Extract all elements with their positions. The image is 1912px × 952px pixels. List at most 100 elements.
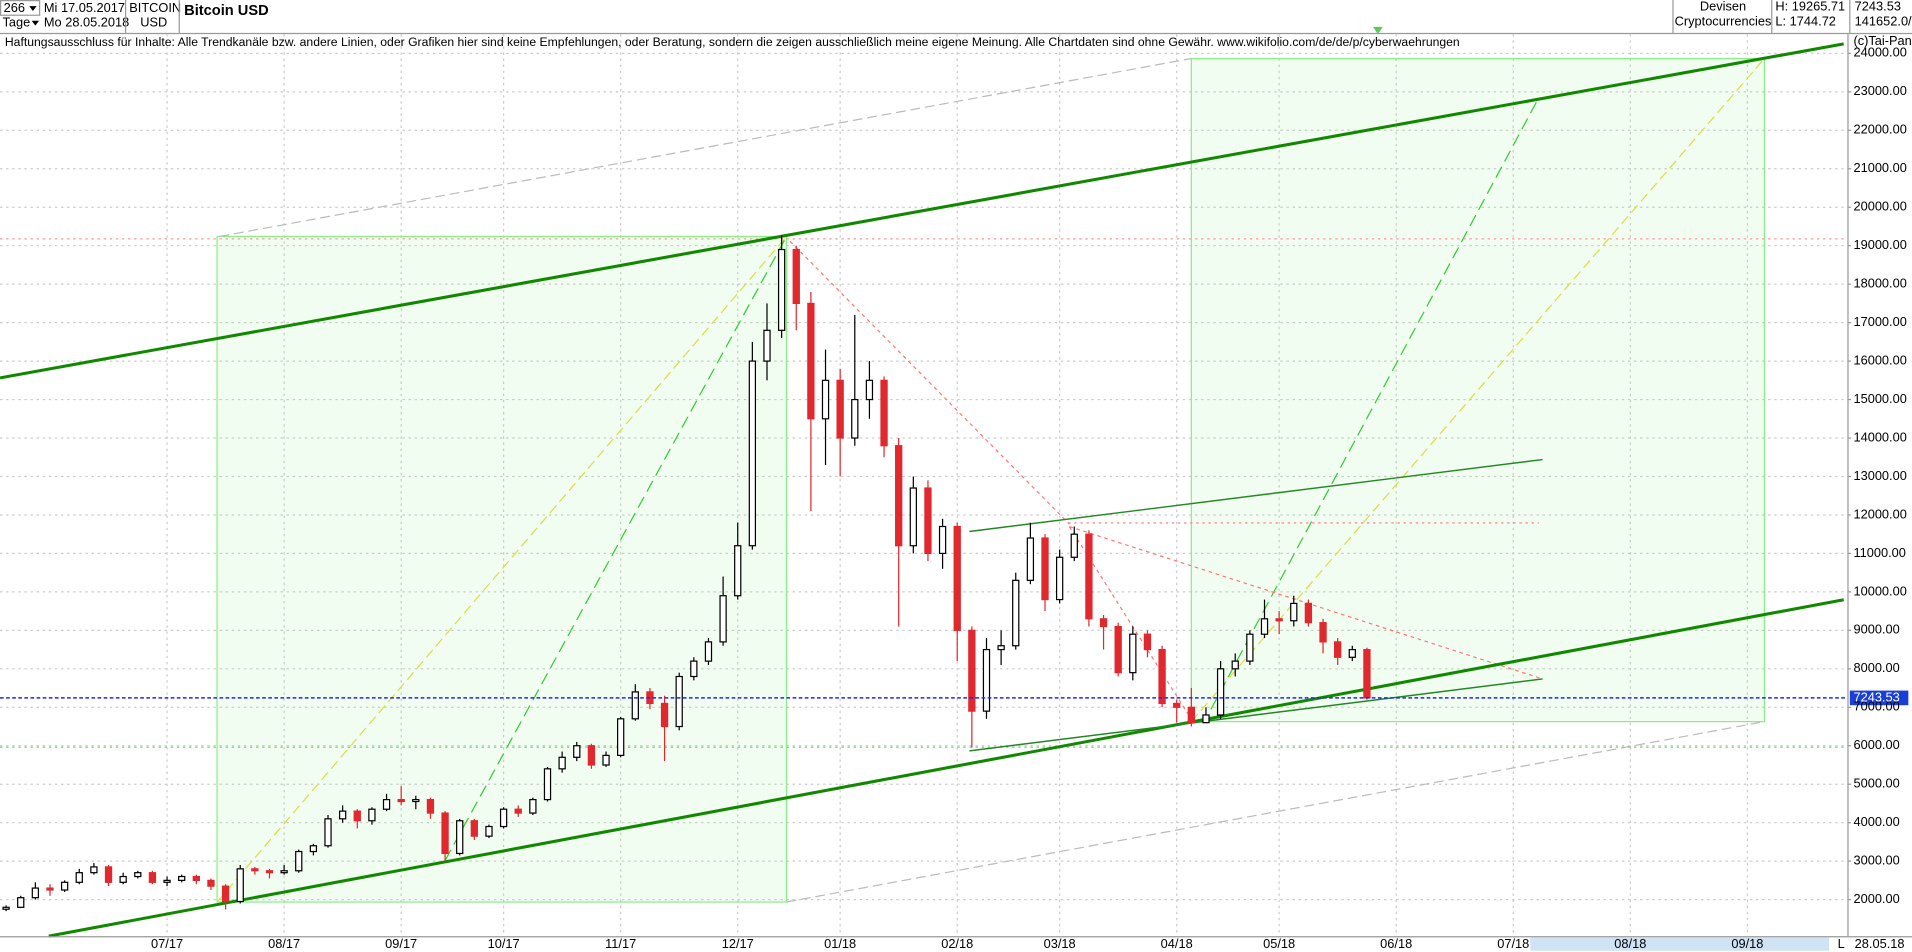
last-price-label: 7243.53: [1853, 689, 1899, 704]
y-tick-label: 20000.00: [1853, 199, 1906, 214]
volume: 141652.0/: [1855, 13, 1912, 28]
x-tick-label: 04/18: [1161, 936, 1193, 951]
dropdown-arrow: [31, 20, 40, 26]
candle-body: [968, 629, 976, 712]
y-tick-label: 10000.00: [1853, 583, 1906, 598]
candle-body: [807, 302, 815, 420]
disclaimer: Haftungsausschluss für Inhalte: Alle Tre…: [5, 35, 1460, 49]
candle-body: [1173, 702, 1181, 708]
candle-body: [792, 248, 800, 305]
candle-body: [412, 798, 420, 803]
low-label: L: 1744.72: [1775, 13, 1836, 28]
candle-body: [295, 850, 303, 872]
candle-body: [617, 718, 625, 756]
x-tick-label: 09/17: [385, 936, 417, 951]
y-tick-label: 18000.00: [1853, 276, 1906, 291]
zone: [216, 235, 788, 903]
candle-body: [1041, 537, 1049, 601]
candle-body: [1304, 602, 1313, 624]
trend-line: [0, 42, 1844, 380]
candle-body: [178, 875, 186, 881]
candle-body: [382, 798, 391, 810]
candle-body: [1026, 537, 1035, 581]
y-tick-label: 15000.00: [1853, 391, 1906, 406]
candle-body: [192, 875, 200, 881]
candle-body: [938, 525, 947, 555]
candle-body: [1012, 579, 1020, 647]
candle-body: [134, 872, 142, 878]
dashed-line: [219, 57, 1192, 238]
candle-body: [31, 887, 40, 899]
y-tick-label: 6000.00: [1853, 737, 1899, 752]
y-tick-label: 14000.00: [1853, 429, 1906, 444]
candle-body: [338, 810, 347, 820]
y-tick-label: 8000.00: [1853, 660, 1899, 675]
x-tick-label: 01/18: [824, 936, 856, 951]
candle-body: [1260, 618, 1269, 635]
y-tick-label: 12000.00: [1853, 506, 1906, 521]
axis-date: 28.05.18: [1855, 936, 1905, 951]
y-tick-label: 9000.00: [1853, 622, 1899, 637]
x-tick-label: 07/17: [151, 936, 183, 951]
y-tick-label: 19000.00: [1853, 237, 1906, 252]
trend-line: [48, 598, 1844, 938]
candle-body: [1114, 625, 1122, 674]
candle-body: [119, 875, 127, 883]
bars-box[interactable]: [0, 0, 41, 16]
candle-body: [353, 810, 361, 822]
dropdown-arrow: [29, 6, 37, 11]
x-tick-label: 08/18: [1614, 936, 1646, 951]
axis-mode[interactable]: L: [1838, 936, 1845, 951]
candle-body: [368, 808, 376, 822]
candle-body: [602, 754, 610, 766]
group: Devisen: [1700, 0, 1746, 14]
dashed-line: [1210, 97, 1540, 710]
candle-body: [1231, 660, 1239, 670]
candle-body: [1085, 533, 1093, 620]
candle-body: [90, 866, 98, 874]
candle-body: [543, 768, 552, 801]
candle-body: [1290, 602, 1298, 622]
candle-body: [148, 872, 157, 883]
candle-body: [207, 879, 215, 887]
candle-body: [909, 487, 917, 547]
candle-body: [675, 675, 683, 728]
candle-body: [1055, 556, 1064, 601]
candle-body: [777, 248, 786, 331]
currency: USD: [140, 15, 167, 30]
candle-body: [46, 887, 54, 891]
candle-body: [982, 648, 991, 712]
candle-body: [163, 879, 171, 883]
candle-body: [1070, 533, 1078, 558]
x-tick-label: 08/17: [268, 936, 300, 951]
candle-body: [880, 379, 888, 447]
y-tick-label: 13000.00: [1853, 468, 1906, 483]
candle-body: [704, 641, 713, 662]
x-tick-label: 09/18: [1731, 936, 1763, 951]
candle-body: [924, 487, 932, 555]
candle-body: [1216, 668, 1225, 716]
scrollbar[interactable]: [1530, 937, 1830, 951]
x-tick-label: 12/17: [722, 936, 754, 951]
candle-body: [734, 545, 742, 597]
interval[interactable]: Tage: [2, 15, 30, 30]
trend-line: [969, 678, 1543, 752]
candle-body: [221, 885, 230, 903]
candle-body: [1334, 641, 1342, 658]
y-tick-label: 4000.00: [1853, 814, 1899, 829]
candle-body: [60, 881, 69, 891]
candle-body: [573, 745, 581, 758]
candle-body: [763, 329, 771, 362]
candle-body: [309, 845, 318, 853]
grid: [0, 34, 1852, 937]
y-tick-label: 22000.00: [1853, 122, 1906, 137]
dashed-line: [1069, 526, 1543, 680]
candle-body: [895, 445, 903, 547]
candle-body: [75, 872, 83, 883]
candle-body: [865, 379, 874, 401]
candle-body: [1202, 714, 1210, 724]
candle-body: [1158, 648, 1166, 705]
candle-body: [485, 825, 493, 837]
